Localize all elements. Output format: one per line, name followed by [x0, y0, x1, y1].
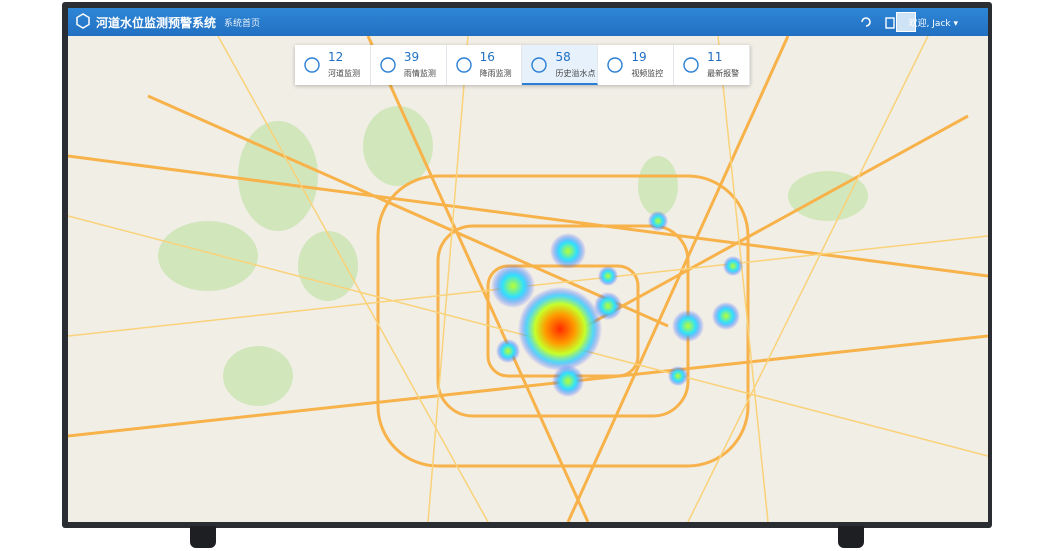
toolbar-icons — [861, 17, 895, 29]
header: 河道水位监测预警系统 系统首页 欢迎, Jack ▾ — [68, 8, 988, 36]
stat-value: 12 — [328, 50, 344, 64]
refresh-icon[interactable] — [861, 17, 871, 27]
avatar — [896, 12, 916, 32]
user-name: 欢迎, Jack — [908, 19, 951, 29]
nav-home[interactable]: 系统首页 — [224, 19, 261, 29]
stat-icon — [683, 57, 699, 73]
stat-icon — [607, 57, 624, 73]
app-title: 河道水位监测预警系统 — [96, 16, 217, 30]
stat-tab[interactable]: 19 视频监控 — [598, 45, 675, 85]
stat-icon — [455, 57, 472, 73]
stat-icon — [304, 57, 320, 73]
map — [68, 36, 988, 522]
monitor-stand — [838, 526, 864, 548]
stat-label: 雨情监测 — [403, 69, 436, 78]
delete-icon[interactable] — [885, 17, 895, 29]
stat-value: 58 — [555, 50, 571, 64]
stat-tab[interactable]: 58 历史溢水点 — [522, 45, 599, 85]
stat-bar: 12 河道监测 39 雨情监测 16 降雨监测 58 历史溢水点 19 视频监控 11 最新报警 — [295, 45, 750, 85]
stat-icon — [531, 57, 548, 73]
stat-label: 历史溢水点 — [555, 69, 596, 78]
stat-icon — [380, 57, 396, 73]
stat-label: 视频监控 — [631, 69, 664, 78]
stat-value: 11 — [707, 50, 723, 64]
stat-value: 16 — [479, 50, 495, 64]
logo — [76, 13, 90, 29]
stat-tab[interactable]: 11 最新报警 — [674, 45, 750, 85]
stat-label: 河道监测 — [328, 69, 360, 78]
stat-tab[interactable]: 12 河道监测 — [295, 45, 371, 85]
stat-tab[interactable]: 39 雨情监测 — [371, 45, 447, 85]
screen: 河道水位监测预警系统 系统首页 欢迎, Jack ▾ 12 河道监测 39 雨情监测 1… — [68, 8, 988, 522]
stat-value: 39 — [403, 50, 420, 64]
stat-tab[interactable]: 16 降雨监测 — [447, 45, 523, 85]
stat-label: 降雨监测 — [479, 69, 512, 78]
user-menu[interactable]: 欢迎, Jack ▾ — [908, 19, 958, 29]
heatmap — [491, 211, 743, 397]
stat-value: 19 — [631, 50, 647, 64]
monitor-stand — [190, 526, 216, 548]
stat-label: 最新报警 — [707, 69, 740, 78]
